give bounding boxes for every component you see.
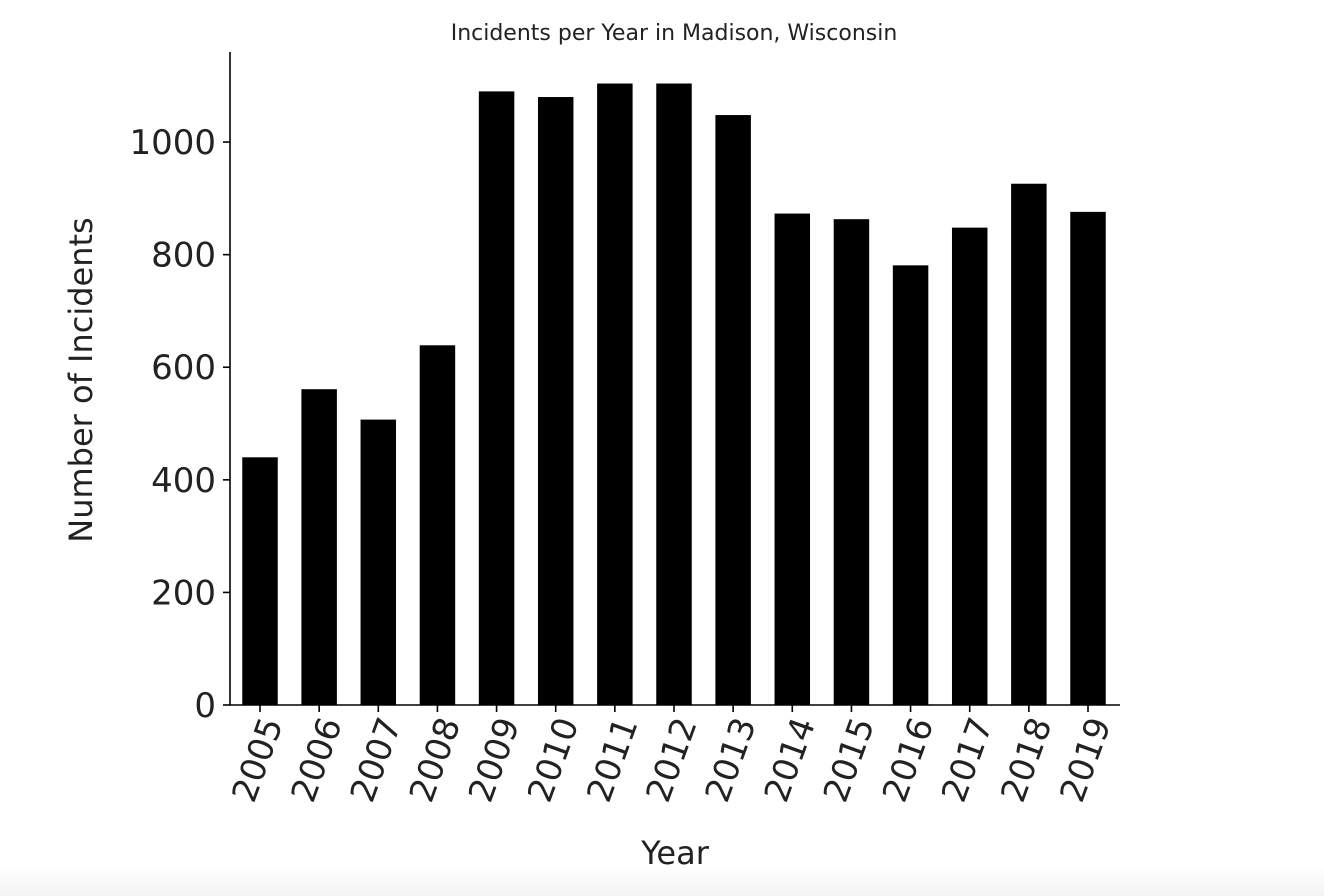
bar-2016 (892, 265, 929, 705)
bar-2011 (597, 83, 633, 705)
y-tick-label: 0 (194, 686, 216, 726)
x-tick-label: 2016 (875, 712, 942, 807)
x-tick-label: 2010 (520, 712, 587, 807)
bar-2015 (833, 219, 870, 705)
x-tick-label: 2014 (757, 712, 824, 807)
x-tick-label: 2017 (934, 712, 1001, 807)
x-tick-label: 2008 (402, 712, 469, 807)
y-axis-ticks: 0 200 400 600 800 1000 (129, 123, 230, 726)
bar-2012 (656, 83, 692, 705)
window-bottom-edge (0, 866, 1324, 896)
y-axis-label: Number of Incidents (62, 217, 100, 542)
bar-2017 (951, 227, 988, 705)
x-tick-label: 2013 (698, 712, 765, 807)
y-tick-label: 800 (151, 236, 216, 276)
x-tick-label: 2006 (284, 712, 351, 807)
bar-2019 (1070, 211, 1106, 705)
bar-2014 (774, 213, 811, 705)
bar-2007 (360, 419, 397, 705)
x-tick-label: 2018 (993, 712, 1060, 807)
x-axis-ticks: 2005200620072008200920102011201220132014… (224, 705, 1120, 807)
bars (242, 83, 1106, 706)
y-tick-label: 600 (151, 348, 216, 388)
x-tick-label: 2012 (638, 712, 705, 807)
bar-2013 (715, 115, 751, 706)
bar-2018 (1011, 183, 1047, 706)
y-tick-label: 1000 (129, 123, 216, 163)
x-tick-label: 2019 (1052, 712, 1119, 807)
bar-2008 (419, 345, 456, 705)
x-tick-label: 2005 (224, 712, 291, 807)
x-tick-label: 2009 (461, 712, 528, 807)
y-tick-label: 400 (151, 461, 216, 501)
x-tick-label: 2015 (816, 712, 883, 807)
x-tick-label: 2011 (579, 712, 646, 807)
bar-2010 (537, 97, 574, 705)
bar-2009 (478, 91, 515, 705)
x-tick-label: 2007 (343, 712, 410, 807)
x-axis-label: Year (640, 834, 710, 872)
bar-2005 (242, 457, 278, 705)
chart-title: Incidents per Year in Madison, Wisconsin (451, 21, 898, 46)
bar-2006 (301, 389, 337, 705)
y-tick-label: 200 (151, 573, 216, 613)
